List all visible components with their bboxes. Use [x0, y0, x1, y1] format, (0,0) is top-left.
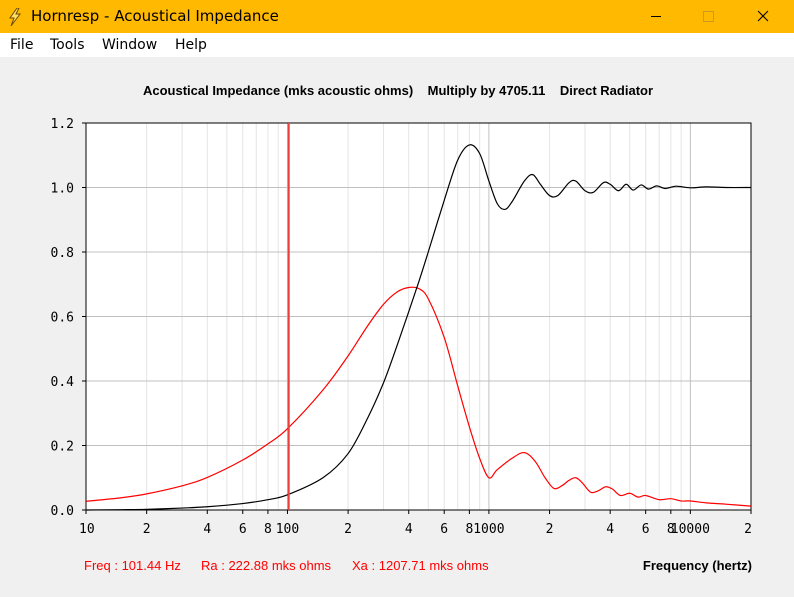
- x-tick-label: 8: [465, 522, 473, 537]
- y-axis-ticks: 0.0 0.2 0.4 0.6 0.8 1.0 1.2: [51, 117, 86, 519]
- readout-xa: Xa : 1207.71 mks ohms: [352, 558, 489, 573]
- y-tick-label: 0.6: [51, 311, 74, 326]
- menu-bar: File Tools Window Help: [0, 33, 794, 57]
- x-tick-label: 2: [744, 522, 752, 537]
- series-line-0: [85, 286, 752, 507]
- x-tick-label: 6: [440, 522, 448, 537]
- chart-title: Acoustical Impedance (mks acoustic ohms)…: [143, 83, 653, 98]
- title-bar: Hornresp - Acoustical Impedance: [0, 0, 794, 33]
- x-tick-label: 4: [606, 522, 614, 537]
- close-button[interactable]: [740, 0, 786, 33]
- x-tick-label: 1000: [473, 522, 504, 537]
- x-tick-label: 2: [143, 522, 151, 537]
- x-tick-label: 2: [344, 522, 352, 537]
- x-tick-label: 8: [667, 522, 675, 537]
- minimize-icon: [651, 16, 661, 17]
- y-tick-label: 0.8: [51, 246, 74, 261]
- y-tick-label: 1.0: [51, 182, 74, 197]
- x-tick-label: 10: [79, 522, 95, 537]
- menu-help[interactable]: Help: [175, 37, 207, 53]
- y-tick-label: 0.4: [51, 375, 75, 390]
- x-tick-label: 6: [642, 522, 650, 537]
- x-tick-label: 4: [203, 522, 211, 537]
- y-tick-label: 0.0: [51, 504, 74, 519]
- impedance-chart[interactable]: Acoustical Impedance (mks acoustic ohms)…: [0, 57, 794, 597]
- x-tick-label: 4: [405, 522, 413, 537]
- chart-client-area: Acoustical Impedance (mks acoustic ohms)…: [0, 57, 794, 597]
- major-gridlines: [86, 123, 751, 510]
- series-layer: [85, 144, 752, 511]
- x-tick-label: 10000: [671, 522, 710, 537]
- maximize-icon: [703, 11, 714, 22]
- menu-file[interactable]: File: [10, 37, 34, 53]
- x-tick-label: 2: [546, 522, 554, 537]
- maximize-button[interactable]: [686, 0, 732, 33]
- y-tick-label: 0.2: [51, 440, 74, 455]
- window-title: Hornresp - Acoustical Impedance: [31, 7, 279, 25]
- readout-ra: Ra : 222.88 mks ohms: [201, 558, 332, 573]
- y-tick-label: 1.2: [51, 117, 74, 132]
- menu-window[interactable]: Window: [102, 37, 158, 53]
- x-tick-label: 100: [276, 522, 299, 537]
- x-tick-label: 6: [239, 522, 247, 537]
- lightning-bolt-icon: [9, 8, 21, 26]
- x-axis-label: Frequency (hertz): [643, 558, 752, 573]
- minimize-button[interactable]: [633, 0, 679, 33]
- close-icon: [757, 10, 769, 22]
- x-tick-label: 8: [264, 522, 272, 537]
- readout-frequency: Freq : 101.44 Hz: [84, 558, 181, 573]
- menu-tools[interactable]: Tools: [50, 37, 85, 53]
- series-line-1: [85, 144, 752, 511]
